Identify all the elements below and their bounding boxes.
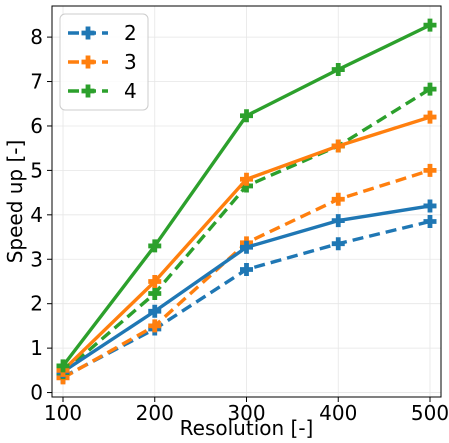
x-tick-label: 400 (319, 401, 357, 425)
legend-marker (81, 26, 95, 40)
y-tick-label: 7 (30, 70, 43, 94)
data-point-marker (148, 239, 162, 253)
x-tick-label: 300 (227, 401, 265, 425)
y-tick-label: 3 (30, 247, 43, 271)
data-point-marker (331, 214, 345, 228)
legend-marker (81, 84, 95, 98)
data-point-marker (240, 262, 253, 276)
series-layer (56, 18, 437, 385)
legend-entry-3: 3 (68, 50, 137, 74)
y-tick-label: 1 (30, 336, 43, 360)
legend-label: 3 (124, 50, 137, 74)
y-axis-label: Speed up [-] (3, 140, 27, 264)
ticks: 100 200 300 400 500 0 1 2 3 4 5 6 7 8 (30, 25, 449, 425)
y-tick-label: 8 (30, 25, 43, 49)
y-tick-label: 5 (30, 158, 43, 182)
legend-entry-4: 4 (68, 79, 137, 103)
data-point-marker (423, 110, 437, 124)
y-tick-label: 0 (30, 381, 43, 405)
y-tick-label: 6 (30, 114, 43, 138)
x-tick-label: 100 (44, 401, 82, 425)
data-point-marker (240, 109, 253, 123)
x-tick-label: 500 (411, 401, 449, 425)
data-point-marker (423, 163, 437, 177)
data-point-marker (240, 240, 253, 254)
series-4-solid (56, 18, 437, 373)
data-point-marker (331, 237, 345, 251)
data-point-marker (331, 139, 345, 153)
data-point-marker (148, 286, 162, 300)
legend-marker (81, 55, 95, 69)
y-tick-label: 4 (30, 203, 43, 227)
data-point-marker (423, 82, 437, 96)
x-axis-label: Resolution [-] (180, 416, 314, 440)
data-point-marker (423, 18, 437, 32)
data-point-marker (148, 319, 162, 333)
data-point-marker (148, 274, 162, 288)
data-point-marker (56, 359, 70, 373)
legend-label: 2 (124, 21, 137, 45)
data-point-marker (423, 214, 437, 228)
data-point-marker (331, 192, 345, 206)
data-point-marker (240, 179, 253, 193)
data-point-marker (331, 63, 345, 77)
legend: 2 3 4 (59, 13, 149, 111)
x-tick-label: 200 (136, 401, 174, 425)
y-tick-label: 2 (30, 292, 43, 316)
data-point-marker (423, 199, 437, 213)
legend-entry-2: 2 (68, 21, 137, 45)
data-point-marker (240, 172, 253, 186)
legend-label: 4 (124, 79, 137, 103)
data-point-marker (148, 304, 162, 318)
